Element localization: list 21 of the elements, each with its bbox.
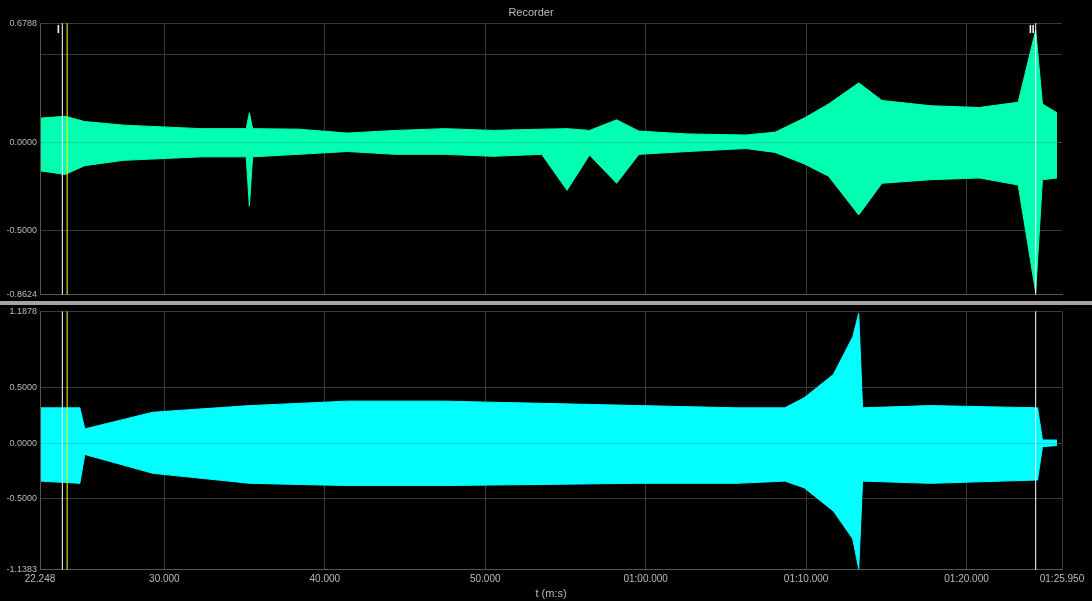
- y-tick-label: -0.5000: [6, 493, 37, 504]
- x-tick-label: 01:25.950: [1039, 572, 1085, 584]
- x-axis-title: t (m:s): [535, 587, 567, 600]
- x-tick-label: 30.000: [149, 572, 181, 584]
- y-tick-label: 0.6788: [9, 17, 37, 28]
- ref-line-label: II: [1028, 23, 1035, 35]
- x-tick-label: 01:20.000: [944, 572, 990, 584]
- chart-title: Recorder: [508, 5, 554, 18]
- x-tick-label: 22.248: [24, 572, 56, 584]
- x-tick-label: 01:10.000: [783, 572, 829, 584]
- x-tick-label: 40.000: [309, 572, 341, 584]
- y-tick-label: -0.8624: [6, 289, 37, 300]
- ref-line-label: I: [56, 23, 60, 35]
- y-tick-label: 0.0000: [9, 137, 37, 148]
- x-tick-label: 50.000: [469, 572, 501, 584]
- y-tick-label: -0.5000: [6, 225, 37, 236]
- y-tick-label: 1.1878: [9, 305, 37, 316]
- x-tick-label: 01:00.000: [623, 572, 669, 584]
- y-tick-label: 0.0000: [9, 437, 37, 448]
- y-tick-label: -1.1383: [6, 564, 37, 575]
- y-tick-label: 0.5000: [9, 382, 37, 393]
